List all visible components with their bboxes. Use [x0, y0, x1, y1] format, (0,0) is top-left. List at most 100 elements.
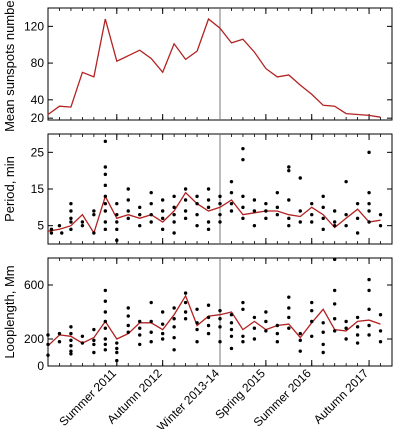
data-point: [310, 201, 314, 206]
data-point: [49, 231, 54, 235]
data-point: [126, 209, 130, 213]
data-point: [332, 257, 337, 262]
data-point: [287, 216, 291, 221]
y-axis-label: Period, min: [2, 156, 17, 222]
data-point: [298, 331, 302, 336]
data-point: [115, 238, 119, 243]
data-point: [195, 212, 199, 217]
data-point: [367, 323, 371, 328]
data-point: [275, 190, 280, 195]
data-point: [115, 212, 119, 217]
data-point: [218, 220, 222, 224]
data-point: [378, 329, 383, 333]
data-point: [183, 310, 188, 314]
data-point: [287, 165, 291, 169]
data-point: [287, 295, 291, 299]
data-point: [218, 194, 222, 199]
data-point: [138, 212, 142, 217]
data-point: [103, 310, 108, 314]
data-point: [92, 342, 96, 347]
data-point: [172, 335, 176, 340]
data-point: [69, 338, 73, 343]
y-tick-label: 5: [37, 219, 44, 233]
data-point: [218, 317, 222, 321]
data-point: [69, 227, 73, 232]
data-point: [103, 139, 108, 144]
data-point: [378, 212, 383, 217]
data-point: [367, 209, 371, 213]
data-point: [321, 216, 325, 221]
data-point: [69, 325, 73, 329]
y-axis-label: Mean sunspots number: [2, 0, 17, 132]
data-point: [229, 179, 234, 184]
data-point: [241, 205, 245, 210]
data-point: [172, 231, 176, 235]
data-point: [321, 194, 325, 199]
data-point: [264, 209, 268, 213]
y-tick-label: 15: [31, 182, 45, 196]
data-point: [195, 223, 199, 228]
data-point: [80, 334, 85, 338]
data-point: [241, 157, 245, 162]
data-point: [160, 216, 165, 221]
panel-middle: 5 15 25 Period, min: [2, 133, 393, 245]
data-point: [115, 350, 119, 355]
data-point: [229, 201, 234, 206]
data-point: [344, 319, 348, 324]
data-point: [172, 194, 176, 199]
data-point: [367, 150, 371, 155]
data-point: [206, 315, 211, 320]
data-point: [252, 315, 257, 320]
data-point: [103, 209, 108, 213]
y-tick-label: 20: [31, 111, 45, 125]
data-point: [126, 306, 130, 310]
data-point: [355, 341, 360, 345]
data-point: [103, 183, 108, 188]
data-point: [103, 326, 108, 330]
data-point: [103, 342, 108, 347]
data-point: [103, 165, 108, 169]
data-point: [172, 220, 176, 224]
data-point: [149, 190, 153, 195]
data-point: [332, 223, 337, 228]
data-point: [355, 315, 360, 320]
data-point: [69, 331, 73, 336]
data-point: [264, 201, 268, 206]
data-point: [298, 209, 302, 213]
data-point: [218, 325, 222, 329]
data-point: [229, 321, 234, 325]
data-point: [103, 220, 108, 224]
data-point: [287, 306, 291, 310]
data-point: [160, 209, 165, 213]
data-point: [252, 337, 257, 341]
data-point: [183, 209, 188, 213]
data-point: [275, 340, 280, 344]
mean-series-line: [47, 191, 381, 235]
data-point: [149, 330, 153, 334]
data-point: [287, 168, 291, 173]
data-point: [218, 212, 222, 217]
data-point: [206, 323, 211, 328]
data-point: [172, 348, 176, 352]
data-point: [355, 231, 360, 235]
data-point: [57, 331, 62, 336]
data-point: [69, 344, 73, 348]
data-point: [241, 340, 245, 344]
data-point: [103, 194, 108, 199]
data-point: [367, 288, 371, 293]
data-point: [367, 220, 371, 224]
data-point: [218, 340, 222, 344]
data-point: [195, 340, 199, 344]
data-point: [275, 323, 280, 328]
data-point: [92, 350, 96, 355]
y-tick-label: 600: [24, 278, 44, 292]
data-point: [344, 179, 348, 184]
data-point: [321, 227, 325, 232]
data-point: [252, 223, 257, 228]
data-point: [287, 315, 291, 320]
data-point: [172, 317, 176, 321]
data-point: [355, 325, 360, 329]
data-point: [321, 205, 325, 210]
data-point: [355, 216, 360, 221]
data-point: [367, 307, 371, 311]
